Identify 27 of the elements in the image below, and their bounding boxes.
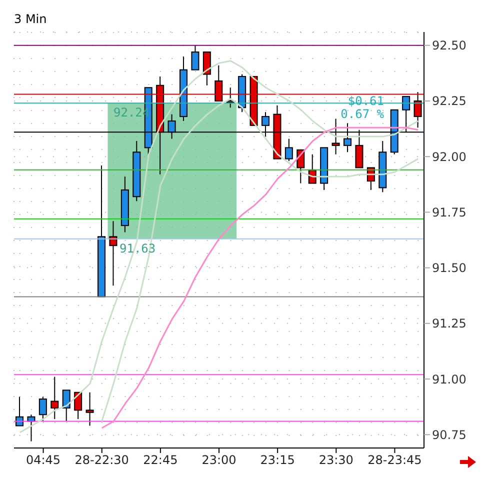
annotation: 0.67 % bbox=[340, 107, 384, 121]
y-tick-label: 92.50 bbox=[432, 38, 466, 53]
x-tick-label: 28-23:45 bbox=[368, 453, 422, 467]
candlestick bbox=[202, 52, 211, 86]
x-tick-label: 22:45 bbox=[143, 453, 178, 467]
y-tick-label: 92.25 bbox=[432, 94, 466, 108]
annotation: 91.63 bbox=[120, 241, 156, 256]
y-tick-label: 91.75 bbox=[432, 205, 466, 220]
x-tick-label: 04:45 bbox=[26, 453, 61, 467]
candlestick bbox=[50, 376, 59, 420]
candlestick bbox=[86, 392, 94, 426]
candlestick bbox=[284, 138, 293, 162]
candlestick bbox=[109, 220, 118, 286]
x-tick-label: 23:30 bbox=[318, 453, 354, 467]
x-tick-label: 28-22:30 bbox=[74, 453, 129, 467]
candlestick bbox=[38, 396, 47, 422]
y-tick-label: 91.00 bbox=[432, 372, 466, 386]
y-tick-label: 91.25 bbox=[432, 316, 466, 331]
x-tick-label: 23:15 bbox=[260, 453, 295, 467]
y-tick-label: 91.50 bbox=[432, 261, 466, 276]
chart-title: 3 Min bbox=[14, 12, 47, 26]
candlestick bbox=[62, 390, 70, 422]
x-tick-label: 23:00 bbox=[202, 453, 236, 467]
candlestick bbox=[16, 396, 24, 426]
y-tick-label: 90.75 bbox=[432, 428, 466, 442]
y-tick-label: 92.00 bbox=[432, 150, 466, 164]
candlestick bbox=[191, 44, 200, 70]
